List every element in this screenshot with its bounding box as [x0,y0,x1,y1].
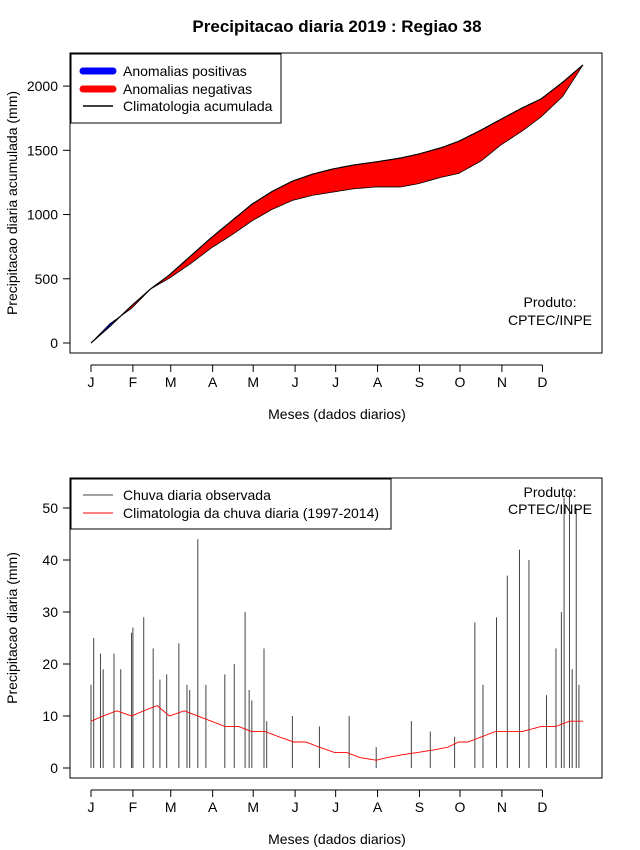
chart-daily: 0 10 20 30 40 50 J F M A M J J A S O N D Meses (dados di… [4,477,603,847]
x-tick-label: A [208,799,218,815]
annotation-produto-bottom: Produto: [524,484,577,500]
y-axis-bottom: 0 10 20 30 40 50 [42,500,71,776]
y-tick-label: 1000 [27,207,58,223]
y-tick-label: 20 [42,656,58,672]
y-tick-label: 40 [42,552,58,568]
y-tick-label: 30 [42,604,58,620]
legend-label-negative: Anomalias negativas [123,81,252,97]
daily-observed-bars [90,492,580,768]
y-tick-label: 10 [42,708,58,724]
annotation-source-bottom: CPTEC/INPE [508,501,592,517]
x-tick-label: S [415,374,424,390]
y-tick-label: 2000 [27,78,58,94]
x-tick-label: J [88,799,95,815]
x-tick-label: F [129,799,138,815]
x-tick-label: O [455,799,466,815]
x-tick-label: J [292,799,299,815]
x-tick-label: M [165,374,177,390]
x-tick-label: M [165,799,177,815]
legend-label-observed: Chuva diaria observada [123,487,271,503]
x-tick-label: N [497,374,507,390]
legend-box-bottom [70,478,392,530]
y-tick-label: 50 [42,500,58,516]
x-tick-label: N [497,799,507,815]
y-tick-label: 0 [50,335,58,351]
x-tick-label: J [292,374,299,390]
x-tick-label: A [373,799,383,815]
figure-title: Precipitacao diaria 2019 : Regiao 38 [192,17,481,36]
chart-accumulated: 0 500 1000 1500 2000 J F M A M J J A S O N D Meses (dad… [4,52,603,422]
y-axis-label-top: Precipitacao diaria acumulada (mm) [4,91,20,315]
legend-label-daily-climatology: Climatologia da chuva diaria (1997-2014) [123,505,379,521]
x-axis-label-bottom: Meses (dados diarios) [268,831,406,847]
negative-anomaly-area [150,66,582,290]
x-tick-label: J [332,799,339,815]
x-tick-label: S [415,799,424,815]
y-tick-label: 0 [50,760,58,776]
observed-accumulated-line [90,64,584,344]
x-tick-label: D [537,374,547,390]
x-tick-label: A [208,374,218,390]
legend-bottom: Chuva diaria observada Climatologia da c… [70,478,392,530]
x-tick-label: O [455,374,466,390]
annotation-produto-top: Produto: [524,294,577,310]
daily-climatology-line [90,705,583,761]
x-tick-label: A [373,374,383,390]
x-tick-label: D [537,799,547,815]
x-axis-label-top: Meses (dados diarios) [268,406,406,422]
x-tick-label: M [247,374,259,390]
annotation-source-top: CPTEC/INPE [508,312,592,328]
x-tick-label: F [129,374,138,390]
legend-top: Anomalias positivas Anomalias negativas … [70,53,282,124]
y-axis-label-bottom: Precipitacao diaria (mm) [4,552,20,704]
x-tick-label: M [247,799,259,815]
climatology-accumulated-line [90,64,584,344]
y-tick-label: 1500 [27,142,58,158]
y-tick-label: 500 [35,271,59,287]
legend-label-climatology: Climatologia acumulada [123,98,273,114]
x-tick-label: J [88,374,95,390]
x-tick-label: J [332,374,339,390]
legend-label-positive: Anomalias positivas [123,63,247,79]
y-axis-top: 0 500 1000 1500 2000 [27,78,71,351]
